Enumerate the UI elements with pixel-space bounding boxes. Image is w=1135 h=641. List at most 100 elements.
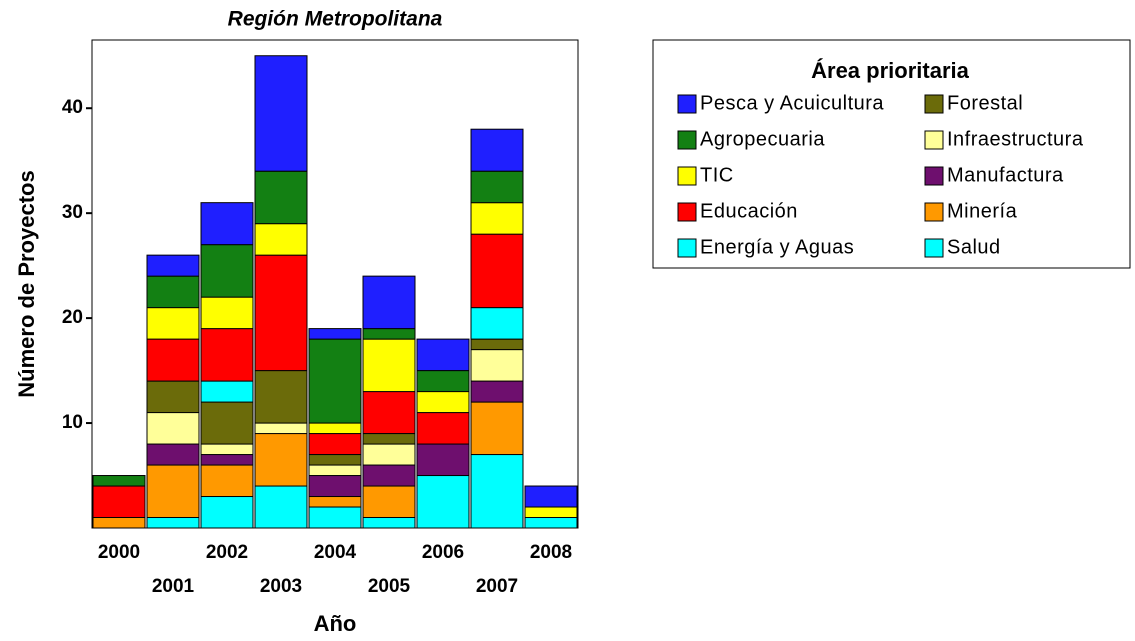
bar-segment (416, 338, 470, 372)
legend-title: Área prioritaria (811, 58, 969, 83)
legend-swatch (924, 130, 944, 150)
legend-label: Infraestructura (947, 128, 1084, 150)
legend-swatch (677, 94, 697, 114)
bar-segment (470, 128, 524, 172)
bar-segment (524, 517, 578, 529)
bar-segment (200, 496, 254, 529)
bar-segment (200, 380, 254, 403)
bar-segment (362, 338, 416, 393)
bar-segment (416, 370, 470, 393)
legend-label: Salud (947, 236, 1001, 258)
y-tick-label: 20 (62, 307, 83, 328)
bar-segment (92, 475, 146, 487)
legend-swatch (924, 166, 944, 186)
bar-segment (146, 254, 200, 277)
bar-segment (254, 433, 308, 487)
bar-segment (362, 275, 416, 330)
legend-label: Minería (947, 200, 1018, 222)
bar-segment (416, 443, 470, 477)
bar-segment (362, 485, 416, 519)
bar-segment (308, 464, 362, 477)
bar-segment (470, 338, 524, 351)
y-axis-label: Número de Proyectos (14, 170, 39, 397)
legend-box (652, 39, 1131, 269)
legend-label: Pesca y Acuicultura (700, 92, 884, 114)
x-tick-label: 2004 (314, 542, 357, 563)
x-tick-label: 2002 (206, 542, 248, 563)
bar-segment (470, 307, 524, 340)
bar-segment (362, 433, 416, 445)
bar-segment (308, 496, 362, 508)
bar-segment (308, 433, 362, 456)
bar-segment (254, 485, 308, 529)
bar-segment (524, 485, 578, 508)
legend-swatch (677, 202, 697, 222)
x-tick-label: 2006 (422, 542, 464, 563)
bar-segment (470, 349, 524, 382)
bar-segment (362, 464, 416, 487)
bar-segment (416, 475, 470, 529)
bar-segment (200, 464, 254, 498)
bar-segment (146, 443, 200, 466)
bar-segment (308, 328, 362, 340)
bar-segment (146, 412, 200, 445)
bar-segment (416, 412, 470, 445)
bar-segment (254, 254, 308, 372)
x-axis-label: Año (314, 611, 357, 636)
legend-swatch (677, 238, 697, 258)
bar-segment (200, 244, 254, 298)
bar-segment (362, 391, 416, 435)
bar-segment (470, 202, 524, 235)
bar-segment (146, 464, 200, 519)
x-tick-label: 2008 (530, 542, 572, 563)
x-tick-label: 2003 (260, 576, 302, 597)
bar-segment (362, 517, 416, 529)
legend-label: Manufactura (947, 164, 1064, 186)
bar-segment (308, 475, 362, 498)
bar-segment (200, 454, 254, 466)
legend-label: TIC (700, 164, 734, 186)
bar-segment (254, 223, 308, 256)
legend-label: Educación (700, 200, 798, 222)
legend-swatch (924, 202, 944, 222)
bar-segment (470, 170, 524, 204)
bar-segment (470, 454, 524, 529)
bar-segment (200, 401, 254, 445)
bar-segment (200, 328, 254, 382)
bar-segment (146, 307, 200, 340)
x-tick-label: 2001 (152, 576, 195, 597)
bar-segment (146, 380, 200, 414)
bar-segment (470, 401, 524, 456)
legend-swatch (924, 94, 944, 114)
bar-segment (92, 517, 146, 529)
bar-segment (308, 454, 362, 466)
bar-segment (362, 443, 416, 466)
y-tick-label: 40 (62, 97, 83, 118)
y-tick-label: 10 (62, 412, 83, 433)
bar-segment (146, 338, 200, 382)
bar-segment (308, 422, 362, 435)
bar-segment (200, 296, 254, 330)
bar-segment (254, 370, 308, 424)
bar-segment (524, 506, 578, 519)
legend-swatch (677, 130, 697, 150)
bar-segment (254, 422, 308, 435)
x-tick-label: 2005 (368, 576, 411, 597)
bar-segment (200, 202, 254, 246)
bar-segment (470, 380, 524, 403)
legend-label: Agropecuaria (700, 128, 825, 150)
legend-swatch (677, 166, 697, 186)
bar-segment (92, 485, 146, 519)
legend-label: Forestal (947, 92, 1023, 114)
bar-segment (308, 506, 362, 529)
bar-segment (416, 391, 470, 414)
y-tick-label: 30 (62, 202, 83, 223)
chart-title: Región Metropolitana (228, 8, 443, 31)
bar-segment (362, 328, 416, 340)
bar-segment (308, 338, 362, 424)
x-tick-label: 2000 (98, 542, 140, 563)
bar-segment (146, 275, 200, 309)
bar-segment (254, 55, 308, 172)
legend-label: Energía y Aguas (700, 236, 854, 258)
